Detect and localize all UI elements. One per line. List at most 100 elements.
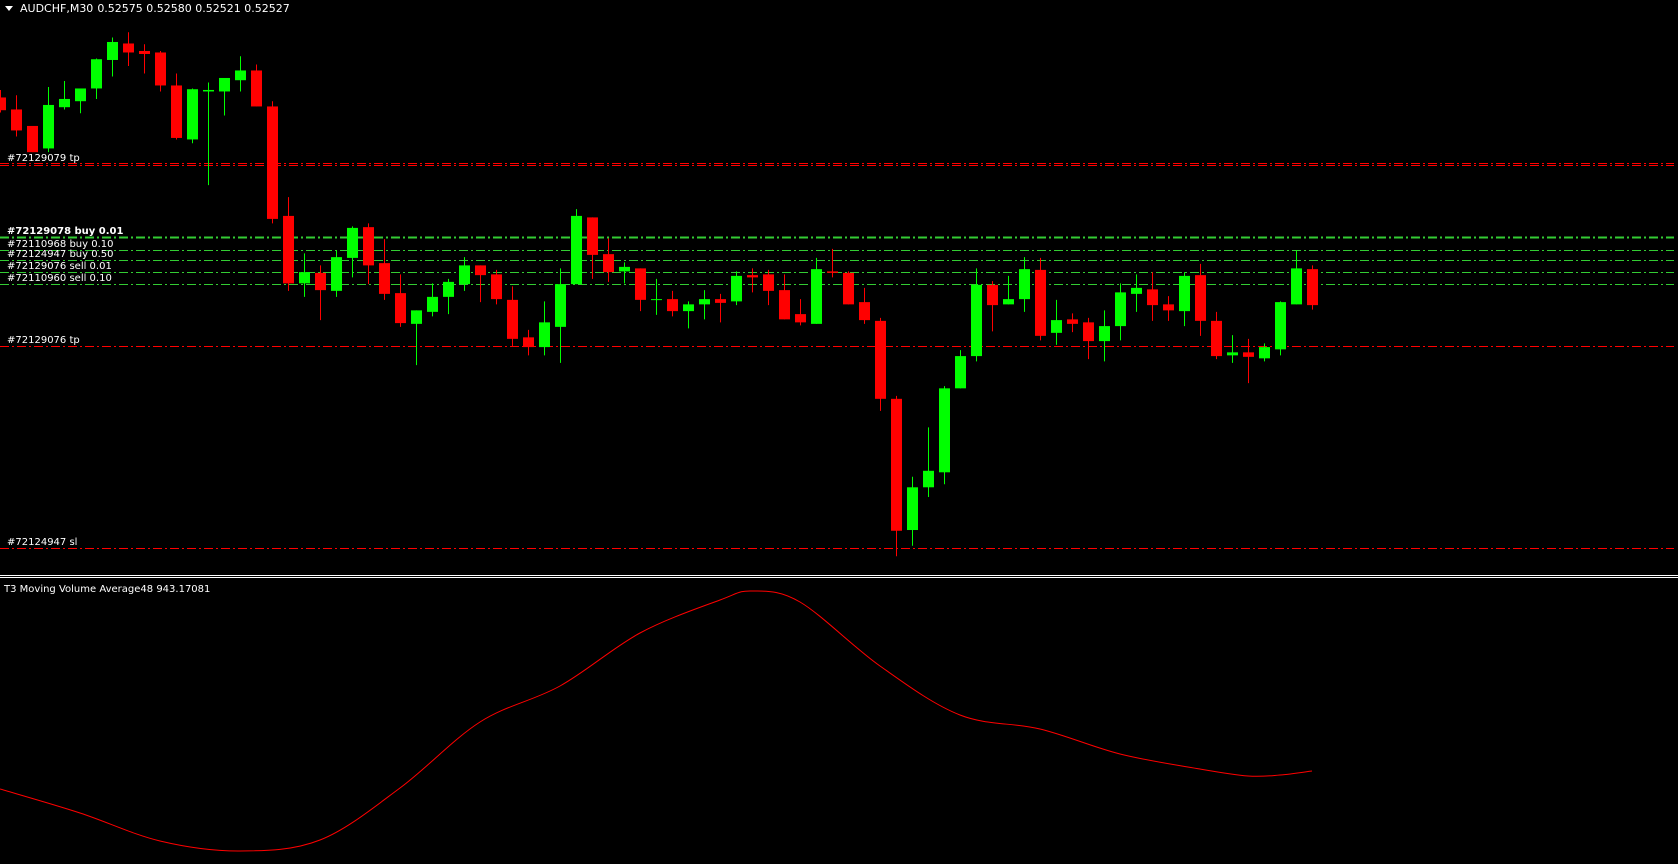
candle-body: [443, 281, 454, 297]
bear-candle: [587, 217, 598, 279]
bear-candle: [827, 248, 838, 278]
bull-candle: [91, 58, 102, 99]
candle-body: [587, 217, 598, 255]
candle-body: [27, 125, 38, 153]
candle-body: [635, 268, 646, 300]
candle-body: [939, 388, 950, 473]
bear-candle: [1195, 263, 1206, 336]
order-label: #72124947 sl: [7, 536, 78, 548]
bear-candle: [603, 238, 614, 282]
candle-body: [843, 272, 854, 305]
candle-body: [1035, 269, 1046, 336]
candle-body: [619, 266, 630, 272]
candle-body: [891, 398, 902, 531]
candle-body: [1195, 275, 1206, 321]
bear-candle: [1163, 296, 1174, 321]
candle-body: [379, 263, 390, 294]
bull-candle: [427, 283, 438, 317]
candle-body: [251, 70, 262, 107]
bull-candle: [1275, 301, 1286, 356]
candle-body: [299, 272, 310, 284]
candle-body: [571, 215, 582, 285]
candle-body: [219, 77, 230, 92]
candle-body: [283, 215, 294, 284]
bear-candle: [1211, 311, 1222, 360]
candle-body: [91, 59, 102, 89]
bull-candle: [731, 271, 742, 306]
candle-body: [411, 310, 422, 324]
bull-candle: [907, 476, 918, 546]
candle-body: [731, 275, 742, 302]
candle-body: [187, 89, 198, 140]
candle-body: [923, 470, 934, 488]
candle-body: [459, 265, 470, 285]
bull-candle: [235, 56, 246, 92]
candle-body: [43, 104, 54, 149]
candle-body: [0, 97, 6, 111]
candle-body: [875, 320, 886, 399]
bull-candle: [555, 268, 566, 363]
candle-body: [651, 299, 662, 301]
order-label: #72129076 sell 0.01: [7, 260, 112, 272]
bear-candle: [779, 274, 790, 320]
candle-body: [1211, 320, 1222, 357]
candle-body: [1067, 319, 1078, 324]
candle-body: [987, 284, 998, 306]
bull-candle: [219, 77, 230, 116]
bull-candle: [1115, 283, 1126, 341]
bear-candle: [491, 269, 502, 305]
candle-body: [1163, 304, 1174, 311]
bear-candle: [283, 197, 294, 291]
candle-body: [1259, 347, 1270, 359]
bear-candle: [1083, 317, 1094, 360]
bear-candle: [1243, 338, 1254, 384]
candle-body: [1275, 302, 1286, 350]
indicator-line: [0, 590, 1313, 852]
order-label: #72129076 tp: [7, 334, 80, 346]
candle-body: [603, 254, 614, 273]
candle-body: [331, 257, 342, 291]
pane-separator[interactable]: [0, 575, 1678, 576]
bear-candle: [763, 269, 774, 306]
candle-body: [171, 85, 182, 138]
candle-body: [267, 106, 278, 219]
bear-candle: [251, 64, 262, 107]
bear-candle: [1307, 265, 1318, 310]
candle-body: [523, 337, 534, 348]
bear-candle: [315, 265, 326, 321]
candle-body: [395, 293, 406, 324]
bear-candle: [1147, 272, 1158, 321]
bull-candle: [1259, 343, 1270, 362]
candle-body: [1291, 268, 1302, 305]
candle-body: [75, 88, 86, 102]
chart-header: AUDCHF,M30 0.52575 0.52580 0.52521 0.525…: [5, 2, 290, 15]
candle-body: [107, 41, 118, 60]
bull-candle: [459, 257, 470, 291]
indicator-value: 943.17081: [156, 584, 211, 595]
bear-candle: [123, 32, 134, 66]
candle-body: [1115, 292, 1126, 327]
candle-body: [683, 304, 694, 312]
order-label: #72129078 buy 0.01: [7, 225, 124, 237]
candle-body: [955, 356, 966, 389]
bear-candle: [267, 101, 278, 224]
bear-candle: [715, 293, 726, 323]
candle-body: [1019, 269, 1030, 300]
dropdown-triangle-icon[interactable]: [5, 6, 13, 11]
bull-candle: [59, 80, 70, 110]
bull-candle: [539, 301, 550, 356]
candle-body: [155, 52, 166, 86]
bear-candle: [795, 299, 806, 326]
candle-body: [1307, 269, 1318, 306]
candle-body: [1131, 287, 1142, 294]
candle-body: [1099, 326, 1110, 342]
candle-body: [315, 272, 326, 291]
candle-body: [763, 274, 774, 291]
bull-candle: [955, 350, 966, 389]
bear-candle: [139, 44, 150, 74]
candle-body: [491, 274, 502, 300]
candle-body: [1083, 322, 1094, 342]
bull-candle: [1227, 335, 1238, 363]
bull-candle: [699, 290, 710, 320]
